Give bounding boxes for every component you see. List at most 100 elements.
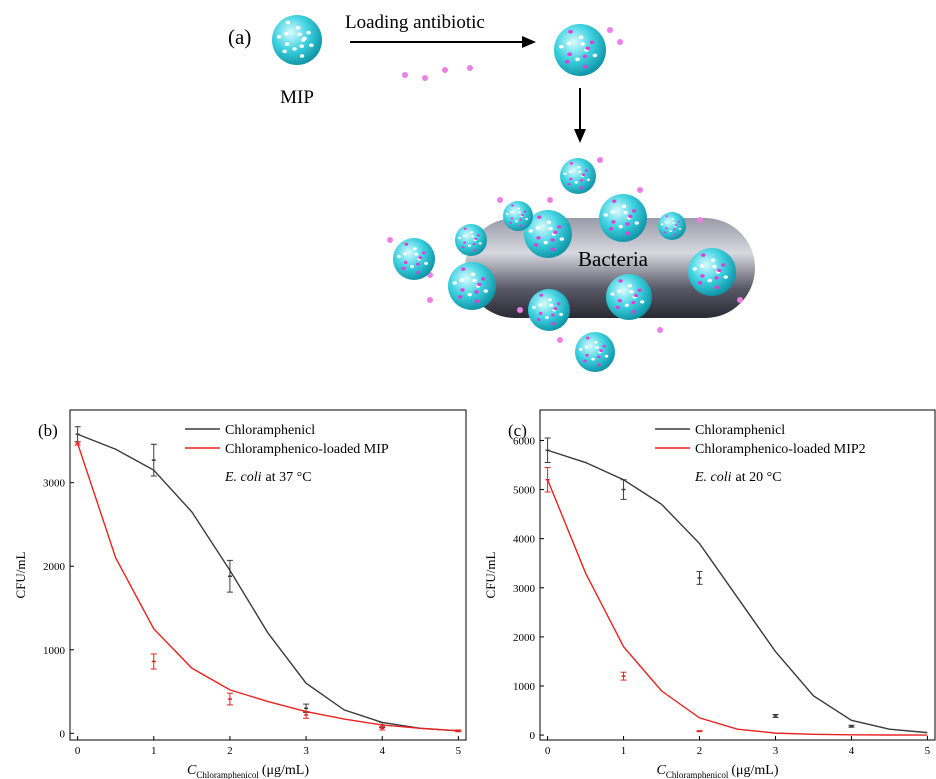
sphere-dot xyxy=(611,210,615,213)
sphere-dot xyxy=(518,212,521,214)
antibiotic-dot xyxy=(657,327,663,333)
sphere-dot xyxy=(665,222,668,224)
sphere-dot xyxy=(538,303,542,306)
sphere-dot xyxy=(534,243,538,246)
sphere-dot xyxy=(471,273,475,276)
sphere-dot xyxy=(565,60,570,64)
y-tick-label: 2000 xyxy=(513,632,536,644)
sphere-dot xyxy=(629,290,633,293)
sphere-dot xyxy=(462,246,465,248)
sphere-dot xyxy=(563,172,566,175)
sphere-dot xyxy=(693,267,697,270)
sphere-dot xyxy=(712,265,716,268)
x-tick-label: 2 xyxy=(697,745,703,757)
sphere-dot xyxy=(536,236,540,239)
sphere-dot xyxy=(464,228,467,230)
sphere-dot xyxy=(299,44,304,48)
sphere-dot xyxy=(520,225,523,227)
sphere-dot xyxy=(524,211,527,213)
sphere-dot xyxy=(674,234,677,236)
y-tick-label: 1000 xyxy=(43,645,66,657)
sphere-dot xyxy=(550,238,554,241)
sphere-dot xyxy=(475,300,479,303)
annotation-italic: E. coli xyxy=(694,470,732,485)
sphere-body xyxy=(503,201,533,231)
arrow-head xyxy=(522,36,536,48)
error-bar xyxy=(75,427,81,442)
sphere-dot xyxy=(416,263,420,266)
sphere-dot xyxy=(580,179,583,182)
sphere-dot xyxy=(715,286,719,289)
sphere-dot xyxy=(583,360,587,363)
sphere-dot xyxy=(665,227,668,229)
sphere-dot xyxy=(424,262,428,265)
sphere xyxy=(448,262,496,310)
sphere-dot xyxy=(701,253,705,256)
y-tick-label: 0 xyxy=(530,730,536,742)
sphere-dot xyxy=(551,248,555,251)
sphere-dot xyxy=(585,346,589,349)
sphere-dot xyxy=(422,251,426,254)
sphere-dot xyxy=(567,183,570,186)
sphere-dot xyxy=(537,318,541,321)
sphere-dot xyxy=(579,35,584,39)
antibiotic-dot xyxy=(402,72,408,78)
error-bar xyxy=(621,672,627,680)
sphere-dot xyxy=(587,179,590,182)
error-bar xyxy=(772,714,778,717)
error-bar xyxy=(697,731,703,732)
error-bar xyxy=(151,654,157,669)
sphere-dot xyxy=(525,218,528,220)
annotation-italic: E. coli xyxy=(224,470,262,485)
sphere-dot xyxy=(297,33,302,37)
sphere-dot xyxy=(536,226,540,229)
sphere-dot xyxy=(418,256,422,259)
sphere-dot xyxy=(473,249,476,251)
sphere-dot xyxy=(286,21,291,25)
fit-line xyxy=(548,450,928,732)
sphere-dot xyxy=(638,289,642,292)
sphere-body xyxy=(554,24,606,76)
sphere-dot xyxy=(471,235,474,237)
sphere xyxy=(688,248,736,296)
sphere-dot xyxy=(460,288,464,291)
sphere-dot xyxy=(619,279,623,282)
antibiotic-dot xyxy=(517,307,523,313)
sphere-dot xyxy=(632,209,636,212)
sphere-dot xyxy=(460,278,464,281)
sphere-dot xyxy=(679,228,682,230)
sphere-body xyxy=(448,262,496,310)
sphere-dot xyxy=(557,302,561,305)
sphere-dot xyxy=(282,50,287,54)
sphere-dot xyxy=(553,307,557,310)
x-axis-label: CChloramphenicol(μg/mL) xyxy=(656,763,778,779)
plot-frame xyxy=(540,410,935,740)
sphere-dot xyxy=(673,228,676,230)
sphere-dot xyxy=(481,277,485,280)
sphere-dot xyxy=(616,306,620,309)
sphere-dot xyxy=(553,231,557,234)
sphere-dot xyxy=(468,293,472,296)
sphere-dot xyxy=(605,355,609,358)
x-label-unit: (μg/mL) xyxy=(731,763,778,778)
sphere-body xyxy=(560,158,596,194)
sphere-dot xyxy=(669,230,672,232)
sphere-dot xyxy=(532,306,536,309)
sphere-dot xyxy=(296,26,301,30)
sphere-dot xyxy=(284,32,289,36)
sphere-dot xyxy=(537,215,541,218)
sphere-dot xyxy=(578,171,581,174)
arrow-head xyxy=(574,129,586,143)
sphere-dot xyxy=(634,294,638,297)
legend-label: Chloramphenicl xyxy=(695,423,785,438)
diagram xyxy=(272,15,755,372)
sphere-dot xyxy=(575,57,580,61)
x-axis-label: CChloramphenicol(μg/mL) xyxy=(187,763,309,779)
sphere-dot xyxy=(521,214,524,216)
antibiotic-dot xyxy=(557,337,563,343)
sphere xyxy=(528,289,570,331)
panel-label: (b) xyxy=(38,421,58,440)
antibiotic-dot xyxy=(617,39,623,45)
sphere-dot xyxy=(539,312,543,315)
sphere-dot xyxy=(619,225,623,228)
